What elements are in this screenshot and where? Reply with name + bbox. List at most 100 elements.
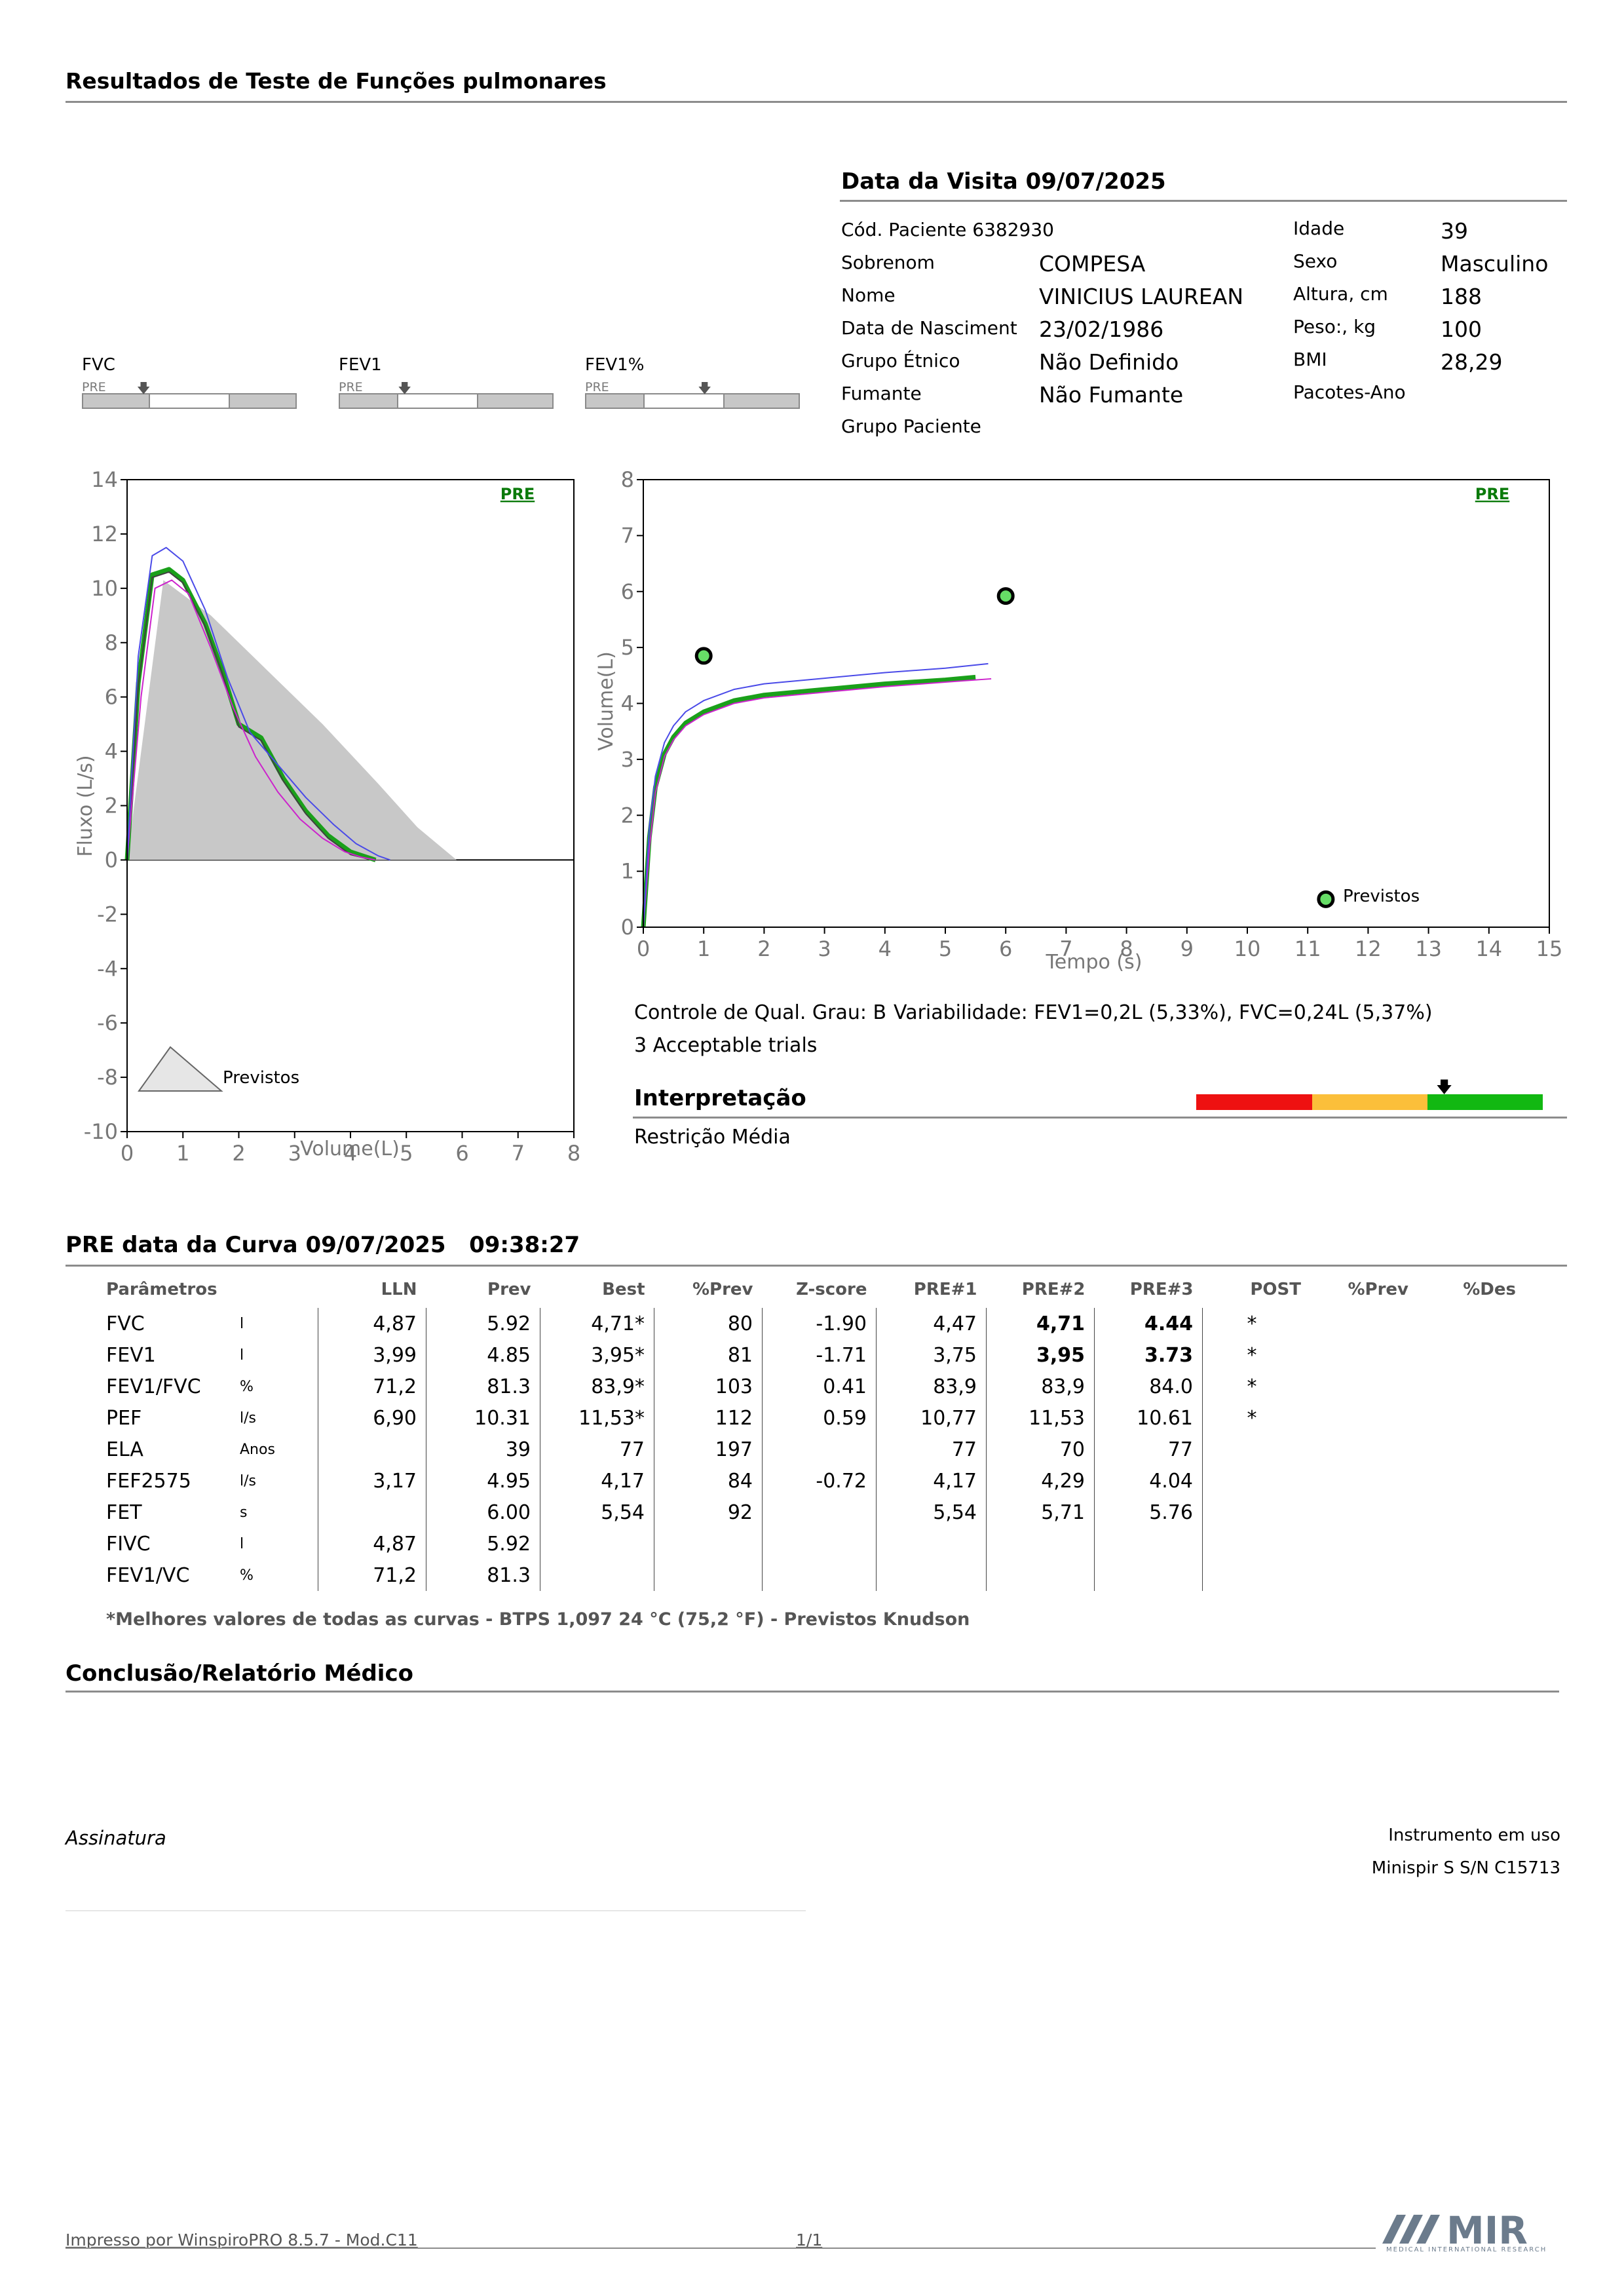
table-cell: FEV1 — [106, 1343, 156, 1367]
flow-ytick-label: 2 — [105, 794, 118, 818]
table-cell: 4,71 — [986, 1308, 1095, 1339]
flow-xtick-label: 8 — [567, 1141, 580, 1166]
table-cell: 83,9* — [540, 1371, 654, 1402]
time-legend-label: Previstos — [1343, 887, 1420, 906]
curve-date: PRE data da Curva 09/07/2025 — [66, 1232, 446, 1258]
group-label: Grupo Paciente — [841, 415, 981, 437]
table-cell: 4,71* — [540, 1308, 654, 1339]
table-cell — [762, 1559, 877, 1591]
flow-ytick-label: -10 — [84, 1119, 118, 1144]
table-cell: 11,53* — [540, 1402, 654, 1434]
table-row: ELA Anos 39 77 197 77 70 77 — [85, 1434, 1525, 1465]
time-predicted-point — [694, 647, 713, 665]
table-cell: 10,77 — [876, 1402, 987, 1434]
flow-ytick-label: 4 — [105, 739, 118, 764]
table-cell: 4.85 — [426, 1339, 540, 1371]
time-ytick-label: 0 — [621, 915, 634, 940]
table-cell: -1.71 — [762, 1339, 877, 1371]
flow-ytick-label: -8 — [97, 1065, 118, 1090]
table-cell: 81.3 — [426, 1559, 540, 1591]
table-cell: 11,53 — [986, 1402, 1095, 1434]
time-series-line — [643, 662, 989, 928]
flow-series-line — [124, 567, 377, 862]
table-cell — [654, 1559, 763, 1591]
time-ytick-label: 6 — [621, 579, 634, 604]
col-header: POST — [1250, 1280, 1301, 1299]
table-cell: * — [1247, 1312, 1257, 1335]
smoker-label: Fumante — [841, 383, 922, 404]
mini-bar-range — [643, 394, 725, 408]
mini-bar-pre: PRE — [82, 380, 106, 394]
printed-by: Impresso por WinspiroPRO 8.5.7 - Mod.C11 — [66, 2230, 418, 2249]
table-cell: 112 — [654, 1402, 763, 1434]
table-cell: PEF — [106, 1406, 142, 1430]
instrument-value: Minispir S S/N C15713 — [1371, 1858, 1560, 1878]
flow-ytick-label: -2 — [97, 902, 118, 927]
severity-bar-segment — [1312, 1094, 1427, 1110]
table-cell: 4,17 — [876, 1465, 987, 1497]
mir-logo-subtitle: MEDICAL INTERNATIONAL RESEARCH — [1386, 2246, 1547, 2253]
table-cell — [540, 1528, 654, 1559]
table-cell: 71,2 — [318, 1371, 426, 1402]
flow-xlabel: Volume(L) — [300, 1138, 400, 1160]
time-chart-tag: PRE — [1475, 485, 1509, 503]
col-header: PRE#1 — [913, 1280, 977, 1299]
table-cell — [1418, 1497, 1525, 1528]
time-xtick-label: 14 — [1475, 936, 1502, 961]
conclusion-divider — [66, 1691, 1559, 1693]
table-cell: * — [1247, 1375, 1257, 1398]
flow-xtick-label: 2 — [232, 1141, 245, 1166]
table-cell: % — [240, 1371, 318, 1402]
mini-bar-track — [82, 393, 297, 409]
table-cell — [1203, 1559, 1311, 1591]
table-cell — [1310, 1497, 1418, 1528]
severity-bar-segment — [1427, 1094, 1543, 1110]
table-row: FEV1/VC% 71,2 81.3 — [85, 1559, 1525, 1591]
table-cell: FEV1/VC — [106, 1563, 190, 1587]
flow-ytick-label: 6 — [105, 685, 118, 710]
table-cell — [1310, 1528, 1418, 1559]
time-ytick-label: 8 — [621, 467, 634, 492]
table-cell: l/s — [240, 1465, 318, 1497]
table-cell: 80 — [654, 1308, 763, 1339]
table-cell — [1203, 1528, 1311, 1559]
table-cell: 5.92 — [426, 1308, 540, 1339]
flow-legend-label: Previstos — [223, 1068, 299, 1088]
table-cell: * — [1247, 1406, 1257, 1430]
table-cell: ELA — [106, 1438, 143, 1461]
arrow-down-icon: 🡇 — [698, 380, 711, 396]
table-cell: 4,87 — [318, 1308, 426, 1339]
time-xtick-label: 11 — [1294, 936, 1321, 961]
table-cell — [762, 1497, 877, 1528]
mir-logo-icon — [1382, 2215, 1440, 2244]
table-cell — [1094, 1559, 1203, 1591]
table-cell: 70 — [986, 1434, 1095, 1465]
time-ytick-label: 7 — [621, 523, 634, 548]
table-cell: 77 — [876, 1434, 987, 1465]
mini-bar-pre: PRE — [339, 380, 363, 394]
table-cell: 39 — [426, 1434, 540, 1465]
table-cell — [762, 1434, 877, 1465]
conclusion-title: Conclusão/Relatório Médico — [66, 1660, 413, 1687]
table-row: FEV1 l 3,99 4.85 3,95* 81 -1.71 3,75 3,95 3.73 * — [85, 1339, 1525, 1371]
time-chart-frame — [643, 479, 1550, 928]
table-cell: 81.3 — [426, 1371, 540, 1402]
time-xtick-label: 9 — [1180, 936, 1194, 961]
table-cell: 4,17 — [540, 1465, 654, 1497]
time-ytick-label: 4 — [621, 691, 634, 716]
weight-value: 100 — [1441, 316, 1482, 342]
mini-bar-track — [585, 393, 800, 409]
table-cell: FIVC — [106, 1532, 151, 1556]
time-predicted-point — [996, 587, 1015, 605]
sex-value: Masculino — [1441, 251, 1549, 277]
flow-xtick-label: 4 — [344, 1141, 357, 1166]
table-row: FET s 6.00 5,54 92 5,54 5,71 5.76 — [85, 1497, 1525, 1528]
mini-bar-label: FVC — [82, 355, 115, 375]
bmi-value: 28,29 — [1441, 349, 1503, 375]
table-cell: 4.95 — [426, 1465, 540, 1497]
table-cell — [986, 1559, 1095, 1591]
table-cell: FET — [106, 1501, 142, 1524]
table-cell — [762, 1528, 877, 1559]
birth-label: Data de Nasciment — [841, 317, 1017, 339]
